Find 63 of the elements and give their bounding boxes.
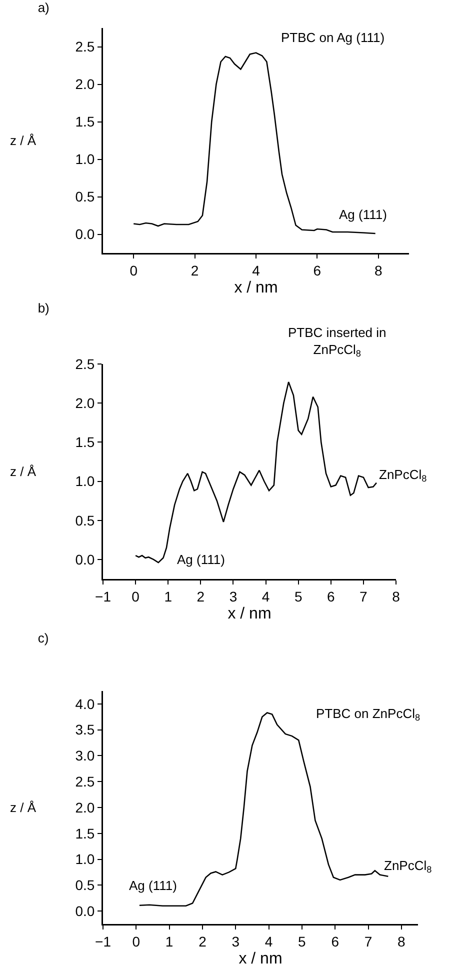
x-tick-label: 3 <box>229 588 238 604</box>
y-tick-label: 2.0 <box>75 76 95 92</box>
y-tick-label: 1.0 <box>75 851 95 868</box>
y-tick-label: 3.0 <box>75 748 95 764</box>
x-tick-label: 2 <box>190 262 199 278</box>
annotation: ZnPcCl$_{8}$ <box>384 858 432 875</box>
y-tick-label: 2.5 <box>75 774 95 790</box>
y-axis-title: z / Å <box>10 464 36 479</box>
x-tick-label: 8 <box>392 588 400 604</box>
y-axis-title: z / Å <box>10 800 36 815</box>
y-axis-title: z / Å <box>10 133 36 148</box>
x-axis-title: x / nm <box>228 606 272 623</box>
y-tick-label: 0.0 <box>75 226 95 242</box>
x-tick-label: 7 <box>360 588 368 604</box>
annotation: Ag (111) <box>177 552 225 567</box>
x-tick-label: 5 <box>294 588 302 604</box>
x-tick-label: 6 <box>331 933 340 950</box>
chart-title: b) <box>38 300 50 316</box>
x-tick-label: −1 <box>95 588 112 604</box>
y-tick-label: 1.0 <box>75 151 95 168</box>
x-axis-title: x / nm <box>238 950 282 968</box>
x-tick-label: 4 <box>264 933 273 950</box>
y-tick-label: 1.5 <box>75 434 95 450</box>
y-tick-label: 2.0 <box>75 394 95 411</box>
annotation: Ag (111) <box>339 207 387 222</box>
y-tick-label: 0.0 <box>75 551 95 568</box>
x-tick-label: 1 <box>165 933 174 950</box>
annotation: Ag (111) <box>129 878 177 893</box>
x-tick-label: 1 <box>164 588 172 604</box>
x-tick-label: 8 <box>398 933 406 950</box>
y-tick-label: 3.5 <box>75 722 95 738</box>
y-tick-label: 1.0 <box>75 473 95 490</box>
x-tick-label: 8 <box>374 262 382 278</box>
x-tick-label: 0 <box>130 262 138 278</box>
annotation: PTBC on ZnPcCl$_{8}$ <box>316 706 420 723</box>
y-tick-label: 1.5 <box>75 114 95 130</box>
annotation: ZnPcCl$_{8}$ <box>379 467 427 484</box>
x-tick-label: 6 <box>313 262 322 278</box>
x-tick-label: 5 <box>298 933 306 950</box>
y-tick-label: 2.5 <box>75 356 95 372</box>
y-tick-label: 4.0 <box>75 696 95 712</box>
y-tick-label: 2.0 <box>75 799 95 816</box>
chart-title: a) <box>38 0 50 16</box>
chart-title: c) <box>38 630 49 646</box>
y-tick-label: 1.5 <box>75 825 95 842</box>
x-tick-label: 0 <box>132 933 140 950</box>
y-tick-label: 2.5 <box>75 38 95 55</box>
text: PTBC inserted in ZnPcCl$_{8}$ <box>288 325 386 359</box>
y-tick-label: 0.5 <box>75 877 95 894</box>
x-tick-label: 7 <box>364 933 372 950</box>
x-tick-label: 0 <box>132 588 140 604</box>
x-tick-label: 3 <box>232 933 240 950</box>
x-tick-label: 6 <box>326 588 335 604</box>
x-tick-label: 4 <box>262 588 270 604</box>
x-tick-label: 2 <box>198 933 207 950</box>
y-tick-label: 0.5 <box>75 512 95 528</box>
x-tick-label: 2 <box>196 588 205 604</box>
y-tick-label: 0.0 <box>75 902 95 919</box>
x-tick-label: −1 <box>95 933 112 950</box>
x-axis-title: x / nm <box>234 280 278 297</box>
y-tick-label: 0.5 <box>75 188 95 205</box>
annotation: PTBC on Ag (111) <box>281 30 385 45</box>
x-tick-label: 4 <box>252 262 260 278</box>
